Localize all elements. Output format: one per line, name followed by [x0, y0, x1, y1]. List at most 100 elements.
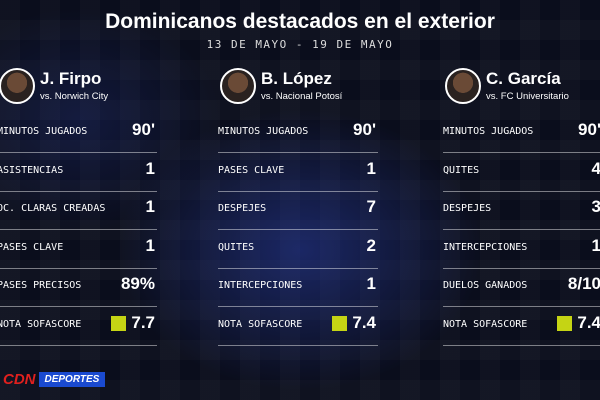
rating-badge: [111, 315, 127, 331]
separator: [443, 267, 600, 269]
logo-section: DEPORTES: [38, 371, 106, 387]
stat-label: DESPEJES: [443, 203, 492, 215]
stat-label: MINUTOS JUGADOS: [218, 126, 309, 137]
stat-row: PASES CLAVE 1: [218, 153, 378, 191]
stat-label: MINUTOS JUGADOS: [0, 126, 88, 137]
rating-badge: [332, 315, 348, 331]
stat-label: DUELOS GANADOS: [443, 280, 528, 292]
stat-number: 8/10: [567, 274, 600, 294]
stat-value: 8/10: [568, 274, 600, 294]
stat-number: 7.4: [577, 313, 600, 332]
stat-number: 1: [145, 158, 155, 178]
stat-row: NOTA SOFASCORE 7.7: [0, 307, 157, 345]
separator: [0, 152, 157, 153]
stat-row: DESPEJES 3: [443, 191, 600, 229]
separator: [443, 229, 600, 231]
separator: [443, 190, 600, 192]
stat-row: DESPEJES 7: [218, 191, 378, 229]
player-photo: [445, 68, 481, 104]
stat-value: 90': [353, 120, 376, 140]
logo-brand: CDN: [3, 370, 36, 388]
stat-value: 7: [367, 197, 376, 217]
stat-number: 7.7: [131, 313, 155, 332]
opponent: vs. Norwich City: [40, 91, 109, 102]
stat-number: 90': [132, 120, 155, 139]
separator: [0, 306, 157, 308]
stat-row: DUELOS GANADOS 8/10: [443, 268, 600, 306]
player-photo: [220, 68, 256, 104]
stat-number: 90': [578, 120, 600, 139]
stat-label: OC. CLARAS CREADAS: [0, 203, 106, 215]
stat-value: 1: [367, 274, 376, 294]
separator: [0, 190, 157, 192]
separator: [0, 267, 157, 269]
separator: [218, 306, 378, 308]
stat-label: DESPEJES: [218, 203, 267, 215]
separator: [443, 345, 600, 346]
player-card: J. Firpo vs. Norwich City MINUTOS JUGADOS 9…: [0, 66, 159, 356]
stat-label: PASES CLAVE: [0, 241, 64, 253]
stat-label: MINUTOS JUGADOS: [443, 126, 534, 137]
stat-label: NOTA SOFASCORE: [218, 319, 303, 330]
stat-label: INTERCEPCIONES: [218, 280, 303, 292]
title: Dominicanos destacados en el exterior: [105, 10, 495, 33]
subtitle: 13 DE MAYO - 19 DE MAYO: [206, 38, 394, 51]
stat-label: QUITES: [218, 241, 255, 253]
stat-label: ASISTENCIAS: [0, 164, 64, 176]
stat-number: 1: [366, 274, 376, 294]
opponent: vs. FC Universitario: [486, 91, 569, 102]
rating-badge: [557, 315, 573, 331]
stat-value: 1: [146, 159, 155, 179]
stat-row: ASISTENCIAS 1: [0, 153, 157, 191]
separator: [218, 345, 378, 346]
separator: [0, 229, 157, 231]
opponent: vs. Nacional Potosí: [261, 91, 343, 102]
player-name: J. Firpo: [40, 69, 102, 88]
separator: [218, 152, 378, 153]
stat-row: NOTA SOFASCORE 7.4: [218, 307, 378, 345]
player-name: B. López: [261, 69, 332, 88]
logo: CDN DEPORTES: [0, 370, 106, 388]
stat-number: 3: [591, 197, 600, 217]
separator: [218, 267, 378, 269]
stat-number: 1: [145, 235, 155, 255]
stat-value: 3: [592, 197, 600, 217]
stat-label: INTERCEPCIONES: [443, 241, 528, 253]
stat-row: MINUTOS JUGADOS 90': [218, 114, 378, 152]
stat-row: QUITES 2: [218, 230, 378, 268]
stat-number: 7: [366, 197, 376, 217]
player-card: B. López vs. Nacional Potosí MINUTOS JUGAD…: [218, 66, 380, 356]
stat-value: 7.4: [557, 313, 600, 333]
separator: [443, 152, 600, 153]
stat-row: OC. CLARAS CREADAS 1: [0, 191, 157, 229]
stat-row: NOTA SOFASCORE 7.4: [443, 307, 600, 345]
stat-label: QUITES: [443, 164, 480, 176]
stat-row: INTERCEPCIONES 1: [443, 230, 600, 268]
stat-number: 1: [591, 235, 600, 255]
stat-row: MINUTOS JUGADOS 90': [0, 114, 157, 152]
player-card: C. García vs. FC Universitario MINUTOS JUG…: [443, 66, 600, 356]
stat-value: 1: [367, 159, 376, 179]
stat-value: 90': [132, 120, 155, 140]
stat-row: QUITES 4: [443, 153, 600, 191]
stat-label: PASES CLAVE: [218, 164, 285, 176]
separator: [218, 190, 378, 192]
stat-number: 2: [366, 235, 376, 255]
stat-value: 4: [592, 159, 600, 179]
stat-label: NOTA SOFASCORE: [443, 319, 528, 330]
player-name: C. García: [486, 69, 561, 88]
separator: [0, 345, 157, 346]
stat-value: 1: [592, 236, 600, 256]
player-photo: [0, 68, 35, 104]
stat-number: 1: [145, 197, 155, 217]
stat-row: PASES CLAVE 1: [0, 230, 157, 268]
stat-number: 89%: [120, 274, 155, 294]
separator: [218, 229, 378, 231]
stat-value: 89%: [121, 274, 155, 294]
stat-value: 7.7: [111, 313, 155, 333]
stat-row: INTERCEPCIONES 1: [218, 268, 378, 306]
stat-value: 7.4: [332, 313, 376, 333]
stat-value: 1: [146, 197, 155, 217]
stat-row: MINUTOS JUGADOS 90': [443, 114, 600, 152]
